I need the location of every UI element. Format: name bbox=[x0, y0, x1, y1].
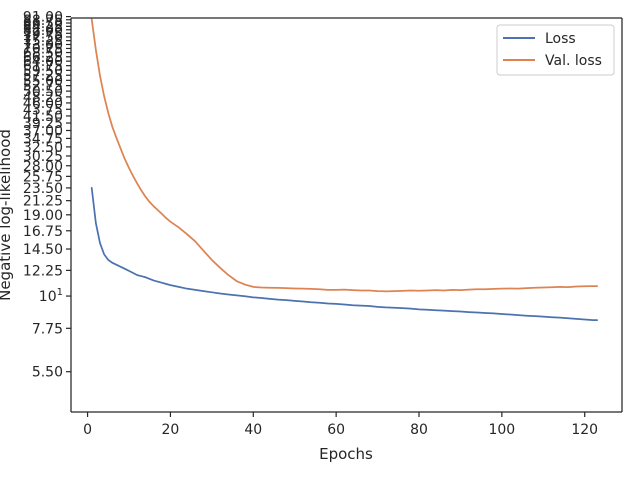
y-tick-label: 82.00 bbox=[23, 23, 63, 39]
y-ticks: 5.50 7.75 101 12.25 14.50 16.7519.0021.2523.5… bbox=[23, 10, 71, 381]
y-tick-label: 23.50 bbox=[23, 181, 63, 197]
y-tick-label: 32.50 bbox=[23, 140, 63, 156]
series-line-loss bbox=[90, 187, 599, 321]
y-tick-label: 64.00 bbox=[23, 54, 63, 70]
x-tick-label: 100 bbox=[488, 422, 515, 438]
y-tick-label: 68.50 bbox=[23, 46, 63, 62]
y-tick-label: 50.50 bbox=[23, 84, 63, 100]
y-tick-label: 88.75 bbox=[23, 13, 63, 29]
x-tick-label: 20 bbox=[162, 422, 180, 438]
y-tick-label: 43.75 bbox=[23, 102, 63, 118]
x-tick-label: 60 bbox=[327, 422, 345, 438]
y-tick-label: 41.50 bbox=[23, 109, 63, 125]
y-tick-label: 34.75 bbox=[23, 131, 63, 147]
y-tick-label: 12.25 bbox=[23, 263, 63, 279]
y-tick-label: 30.25 bbox=[23, 149, 63, 165]
y-tick-label: 77.50 bbox=[23, 30, 63, 46]
y-tick-label: 91.00 bbox=[23, 10, 63, 26]
y-tick-label: 5.50 bbox=[32, 365, 63, 381]
x-tick-label: 120 bbox=[571, 422, 598, 438]
y-tick-label: 37.00 bbox=[23, 123, 63, 139]
y-tick-label: 84.25 bbox=[23, 19, 63, 35]
y-tick-label: 7.75 bbox=[32, 321, 63, 337]
y-tick-label: 59.50 bbox=[23, 63, 63, 79]
y-tick-label: 48.25 bbox=[23, 90, 63, 106]
legend-label-val-loss: Val. loss bbox=[545, 53, 602, 69]
y-tick-label: 52.75 bbox=[23, 79, 63, 95]
y-axis-label: Negative log-likelihood bbox=[0, 129, 14, 301]
y-tick-label: 39.25 bbox=[23, 116, 63, 132]
y-tick-label: 86.50 bbox=[23, 16, 63, 32]
y-tick-label: 25.75 bbox=[23, 169, 63, 185]
y-tick-label: 21.25 bbox=[23, 194, 63, 210]
y-tick-label: 16.75 bbox=[23, 224, 63, 240]
x-ticks: 0 20 40 60 80 100 120 bbox=[83, 412, 598, 438]
legend: Loss Val. loss bbox=[496, 24, 615, 76]
series-line-val-loss bbox=[90, 18, 599, 293]
y-tick-label: 55.00 bbox=[23, 73, 63, 89]
y-tick-label: 101 bbox=[39, 287, 63, 305]
x-tick-label: 0 bbox=[83, 422, 92, 438]
y-tick-label: 46.00 bbox=[23, 96, 63, 112]
y-tick-label: 79.75 bbox=[23, 26, 63, 42]
plot-area bbox=[71, 18, 622, 412]
y-tick-label: 75.25 bbox=[23, 34, 63, 50]
legend-label-loss: Loss bbox=[545, 31, 576, 47]
x-tick-label: 40 bbox=[244, 422, 262, 438]
series-layer bbox=[90, 18, 599, 321]
y-tick-label: 28.00 bbox=[23, 159, 63, 175]
y-tick-label: 73.00 bbox=[23, 37, 63, 53]
y-tick-label: 70.75 bbox=[23, 41, 63, 57]
y-tick-label: 57.25 bbox=[23, 68, 63, 84]
y-tick-label: 66.25 bbox=[23, 50, 63, 66]
y-tick-label: 61.75 bbox=[23, 59, 63, 75]
x-tick-label: 80 bbox=[410, 422, 428, 438]
y-tick-label: 14.50 bbox=[23, 242, 63, 258]
x-axis-label: Epochs bbox=[319, 445, 373, 463]
y-tick-label: 19.00 bbox=[23, 208, 63, 224]
